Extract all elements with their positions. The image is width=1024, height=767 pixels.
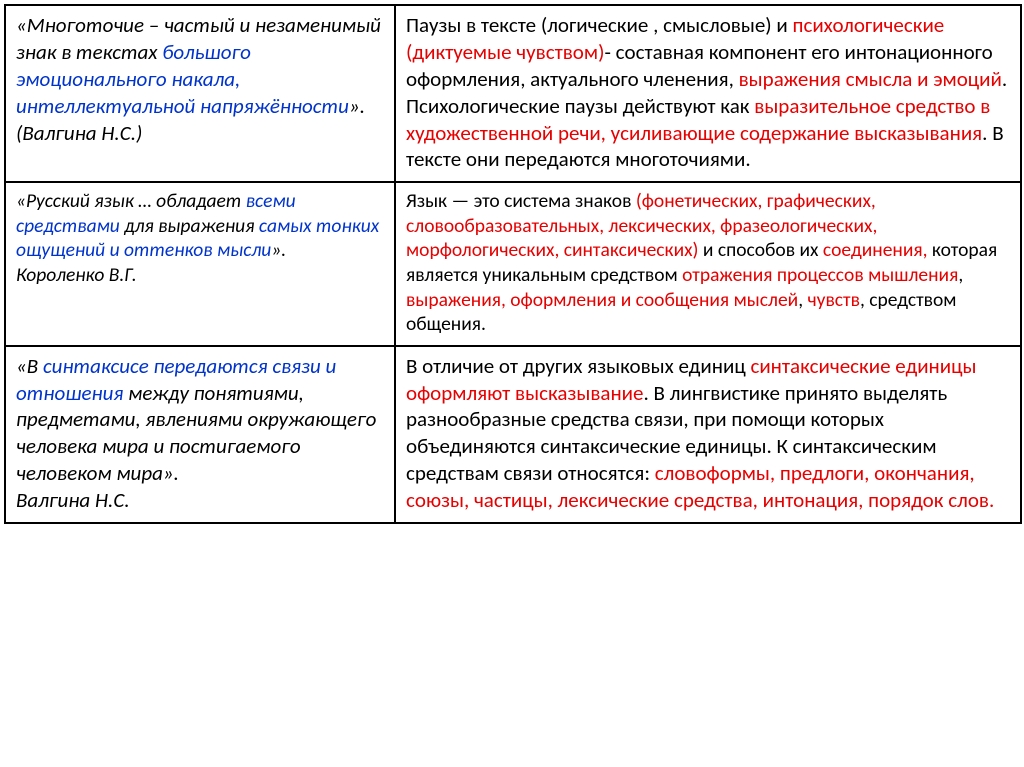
text-span: «В [16, 353, 43, 379]
linguistics-table: «Многоточие – частый и незаменимый знак … [4, 4, 1022, 524]
text-span: и способов их [698, 238, 822, 262]
table-row: «Многоточие – частый и незаменимый знак … [5, 5, 1021, 182]
explanation-cell: Паузы в тексте (логические , смысловые) … [395, 5, 1021, 182]
text-span: ». [271, 238, 286, 262]
table-row: «В синтаксисе передаются связи и отношен… [5, 346, 1021, 523]
text-span: чувств [807, 288, 859, 312]
explanation-cell: Язык — это система знаков (фонетических,… [395, 182, 1021, 345]
text-span: Короленко В.Г. [16, 263, 137, 287]
text-span: выражения смысла и эмоций [739, 66, 1002, 92]
text-span: Паузы в тексте (логические , смысловые) … [406, 12, 793, 38]
text-span: отражения процессов мышления [682, 263, 958, 287]
text-span: Валгина Н.С. [22, 120, 136, 146]
text-span: выражения, оформления и сообщения мыслей [406, 288, 798, 312]
text-span: ) [136, 120, 142, 146]
text-span: соединения, [823, 238, 928, 262]
text-span: для выражения [120, 214, 259, 238]
explanation-cell: В отличие от других языковых единиц синт… [395, 346, 1021, 523]
quote-cell: «В синтаксисе передаются связи и отношен… [5, 346, 395, 523]
quote-cell: «Многоточие – частый и незаменимый знак … [5, 5, 395, 182]
quote-cell: «Русский язык … обладает всеми средствам… [5, 182, 395, 345]
text-span: В отличие от других языковых единиц [406, 353, 750, 379]
text-span: Язык — это система знаков [406, 189, 636, 213]
text-span: , [958, 263, 963, 287]
text-span: Валгина Н.С. [16, 487, 130, 513]
text-span: «Русский язык … обладает [16, 189, 246, 213]
table-row: «Русский язык … обладает всеми средствам… [5, 182, 1021, 345]
